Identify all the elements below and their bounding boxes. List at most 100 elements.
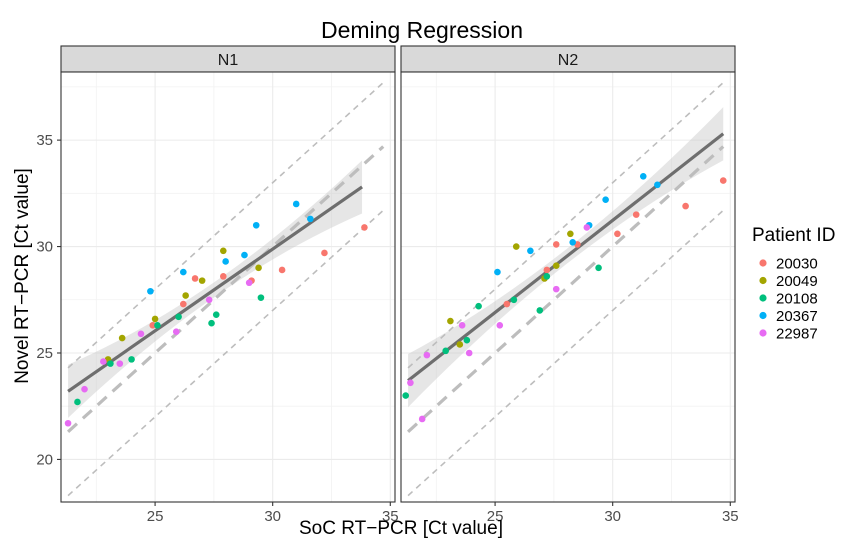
chart-title: Deming Regression xyxy=(321,17,523,43)
y-axis-label: Novel RT−PCR [Ct value] xyxy=(12,168,33,384)
facet-strip xyxy=(400,45,736,73)
data-point-20030 xyxy=(191,275,199,282)
data-point-20108 xyxy=(257,294,265,301)
data-points xyxy=(64,200,368,427)
x-tick-label: 25 xyxy=(487,508,504,525)
x-tick-label: 35 xyxy=(382,508,399,525)
x-tick-label: 35 xyxy=(722,508,739,525)
data-point-20367 xyxy=(222,258,229,265)
regression-line xyxy=(407,132,725,382)
panel-border xyxy=(60,71,396,503)
x-tick-label: 30 xyxy=(604,508,621,525)
data-point-20108 xyxy=(154,322,161,329)
data-point-20049 xyxy=(118,334,126,342)
data-point-20049 xyxy=(512,243,520,250)
facet-label: N2 xyxy=(558,52,579,69)
data-point-20049 xyxy=(552,262,560,270)
identity-line xyxy=(66,145,385,433)
data-point-20108 xyxy=(510,296,518,304)
data-point-20367 xyxy=(654,181,661,189)
facet-strip xyxy=(60,45,396,73)
data-point-22987 xyxy=(137,330,145,338)
legend-key-20108 xyxy=(759,294,767,302)
data-point-20030 xyxy=(503,300,511,308)
data-point-20367 xyxy=(527,247,534,255)
y-tick-label: 30 xyxy=(36,239,53,256)
data-point-20030 xyxy=(719,177,727,184)
data-point-20108 xyxy=(442,347,449,355)
data-point-20367 xyxy=(307,215,314,223)
data-point-20049 xyxy=(219,247,227,255)
data-point-22987 xyxy=(496,322,504,329)
y-tick-label: 35 xyxy=(36,132,53,149)
offset-line xyxy=(407,209,724,497)
y-tick-label: 20 xyxy=(36,451,53,468)
data-point-20108 xyxy=(208,319,215,327)
data-point-20049 xyxy=(567,230,574,238)
offset-line xyxy=(407,82,724,369)
legend-key-22987 xyxy=(759,329,767,337)
legend-key-20030 xyxy=(759,259,767,267)
data-point-22987 xyxy=(407,379,414,387)
data-point-20367 xyxy=(180,268,187,276)
data-point-20030 xyxy=(682,202,689,210)
data-point-22987 xyxy=(418,415,426,423)
data-point-22987 xyxy=(205,296,213,304)
y-tick-label: 25 xyxy=(36,345,53,362)
data-point-20367 xyxy=(569,238,577,246)
plot-area xyxy=(61,72,395,502)
data-point-20049 xyxy=(456,341,464,348)
data-point-20049 xyxy=(151,315,159,323)
data-point-20367 xyxy=(241,251,248,259)
identity-line xyxy=(406,145,725,433)
data-point-22987 xyxy=(583,224,591,231)
legend-label: 20030 xyxy=(776,256,818,273)
reference-lines xyxy=(406,82,725,497)
grid xyxy=(61,72,395,502)
data-point-20108 xyxy=(107,360,114,367)
panel-border xyxy=(400,71,736,503)
data-point-20030 xyxy=(632,211,640,218)
data-point-20030 xyxy=(361,224,368,231)
data-point-20049 xyxy=(182,292,189,299)
legend-label: 20108 xyxy=(776,291,818,308)
x-axis-label: SoC RT−PCR [Ct value] xyxy=(299,518,503,539)
data-point-22987 xyxy=(423,351,431,359)
facet-label: N1 xyxy=(218,52,239,69)
data-point-20108 xyxy=(74,398,81,406)
legend-key-20367 xyxy=(759,311,767,320)
data-point-20367 xyxy=(494,268,501,276)
data-point-20030 xyxy=(552,241,560,248)
offset-line xyxy=(67,82,384,369)
data-point-22987 xyxy=(116,360,124,367)
data-point-20030 xyxy=(321,249,328,257)
regression-line xyxy=(67,185,363,393)
data-point-20367 xyxy=(252,221,260,229)
y-axis: 20 25 30 35 xyxy=(36,132,61,468)
data-point-20108 xyxy=(536,307,544,314)
plot-area xyxy=(401,72,735,502)
x-axis: 25 30 35 xyxy=(147,502,399,525)
facet-panels: N1 25 30 35 20 25 30 35 N2 25 30 35 xyxy=(36,45,739,525)
legend-key-20049 xyxy=(759,276,767,285)
legend-label: 22987 xyxy=(776,326,818,343)
data-point-20367 xyxy=(292,200,300,208)
data-point-22987 xyxy=(458,322,466,329)
data-point-22987 xyxy=(81,385,88,393)
reference-lines xyxy=(66,82,385,497)
data-point-22987 xyxy=(172,328,180,336)
data-point-22987 xyxy=(100,358,107,365)
data-point-20108 xyxy=(402,392,410,399)
data-point-20367 xyxy=(147,287,154,295)
data-point-20049 xyxy=(255,264,262,272)
data-point-20030 xyxy=(543,266,551,274)
data-point-20030 xyxy=(278,266,286,274)
data-point-20108 xyxy=(128,356,135,363)
data-point-20030 xyxy=(614,230,621,238)
data-point-22987 xyxy=(552,285,560,293)
panel-n2: N2 25 30 35 xyxy=(400,45,739,525)
data-point-20367 xyxy=(639,173,647,180)
